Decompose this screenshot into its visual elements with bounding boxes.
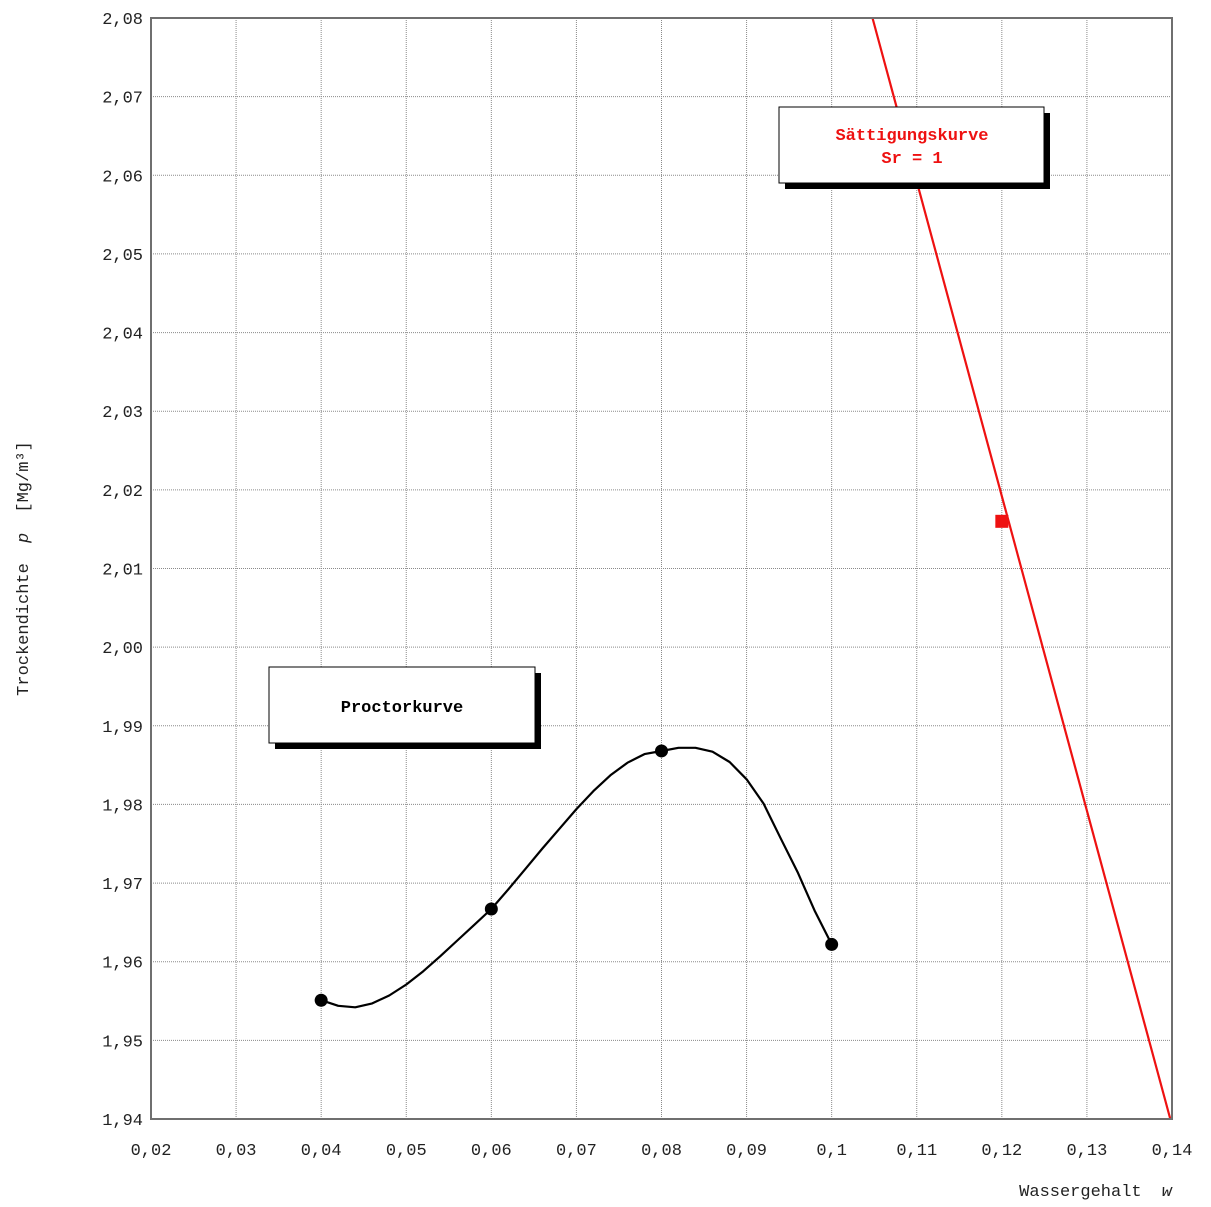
y-tick-label: 1,96 xyxy=(102,955,143,974)
y-tick-label: 2,03 xyxy=(102,404,143,423)
y-tick-label: 1,98 xyxy=(102,797,143,816)
plot-frame xyxy=(150,17,1173,1120)
x-tick-label: 0,14 xyxy=(1152,1142,1193,1161)
y-tick-label: 2,06 xyxy=(102,168,143,187)
y-tick-label: 2,05 xyxy=(102,247,143,266)
y-axis-unit: [Mg/m³] xyxy=(15,441,34,512)
y-tick-label: 2,07 xyxy=(102,90,143,109)
proctor-data-point xyxy=(484,902,498,916)
y-tick-label: 1,99 xyxy=(102,719,143,738)
y-tick-label: 2,00 xyxy=(102,640,143,659)
data-markers xyxy=(314,514,1009,1007)
series-lines xyxy=(320,17,1172,1120)
y-tick-label: 1,94 xyxy=(102,1112,143,1131)
y-tick-label: 1,95 xyxy=(102,1033,143,1052)
x-axis-title: Wassergehalt w xyxy=(1019,1183,1173,1202)
x-axis-symbol: w xyxy=(1162,1183,1173,1202)
proctor-data-point xyxy=(825,937,839,951)
x-tick-label: 0,07 xyxy=(556,1142,597,1161)
x-tick-label: 0,11 xyxy=(896,1142,937,1161)
x-tick-label: 0,06 xyxy=(471,1142,512,1161)
saturation-curve-label-box: Sättigungskurve Sr = 1 xyxy=(778,106,1050,189)
x-tick-label: 0,1 xyxy=(816,1142,847,1161)
grid-lines xyxy=(151,18,1172,1119)
y-tick-labels: 1,94 1,95 1,96 1,97 1,98 1,99 2,00 2,01 2,02 2,03… xyxy=(102,11,143,1131)
saturation-data-point xyxy=(995,514,1009,528)
y-axis-symbol: p xyxy=(15,533,34,544)
x-tick-label: 0,12 xyxy=(981,1142,1022,1161)
x-tick-label: 0,08 xyxy=(641,1142,682,1161)
proctor-data-point xyxy=(655,744,668,758)
x-axis-label: Wassergehalt xyxy=(1019,1183,1141,1202)
y-tick-label: 1,97 xyxy=(102,876,143,895)
x-tick-label: 0,02 xyxy=(131,1142,172,1161)
y-tick-label: 2,08 xyxy=(102,11,143,30)
proctor-data-point xyxy=(314,993,328,1007)
x-tick-label: 0,13 xyxy=(1067,1142,1108,1161)
proctor-label-frame xyxy=(268,666,536,744)
y-tick-label: 2,02 xyxy=(102,483,143,502)
x-tick-labels: 0,02 0,03 0,04 0,05 0,06 0,07 0,08 0,09 0,1 0,11 0… xyxy=(131,1142,1193,1161)
y-axis-title: Trockendichte p [Mg/m³] xyxy=(15,441,34,696)
y-tick-label: 2,01 xyxy=(102,562,143,581)
x-tick-label: 0,03 xyxy=(216,1142,257,1161)
y-axis-label: Trockendichte xyxy=(15,563,34,696)
saturation-curve-line xyxy=(871,17,1172,1120)
saturation-label-condition: Sr = 1 xyxy=(881,150,942,169)
y-tick-label: 2,04 xyxy=(102,326,143,345)
saturation-label-frame xyxy=(778,106,1045,184)
x-tick-label: 0,09 xyxy=(726,1142,767,1161)
x-tick-label: 0,05 xyxy=(386,1142,427,1161)
proctor-curve-label-box: Proctorkurve xyxy=(268,666,541,749)
x-tick-label: 0,04 xyxy=(301,1142,342,1161)
proctor-curve-line xyxy=(320,746,833,1009)
proctor-label-text: Proctorkurve xyxy=(341,699,463,718)
saturation-label-title: Sättigungskurve xyxy=(835,127,988,146)
